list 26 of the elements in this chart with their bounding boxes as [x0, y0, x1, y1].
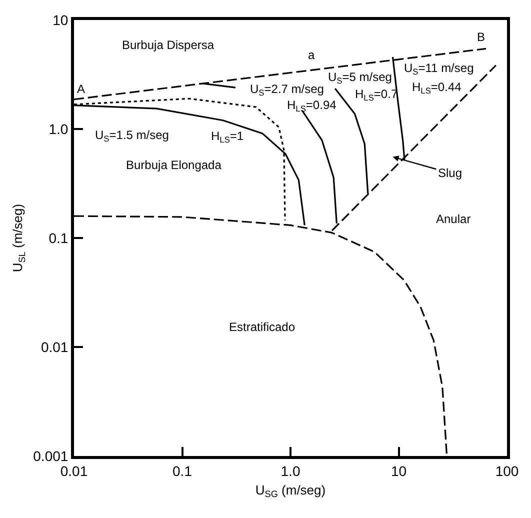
y-tick-label: 0.1	[48, 230, 68, 246]
x-tick-label: 100	[495, 462, 519, 479]
annotation: A	[77, 82, 86, 96]
y-tick-label: 0.01	[40, 338, 68, 355]
y-tick-label: 1.0	[48, 120, 68, 137]
annotation: H$_{LS}$=0.44	[412, 80, 462, 96]
y-tick-label: 10	[52, 12, 68, 28]
annotation: Burbuja Elongada	[126, 158, 222, 172]
annotation: Estratificado	[229, 320, 296, 334]
y-tick-label: 0.001	[33, 448, 68, 464]
annotation: Anular	[436, 212, 471, 226]
x-axis-title: U$_{SG}$ (m/seg)	[255, 482, 326, 500]
x-tick-label: 0.01	[60, 462, 88, 479]
annotation: U$_{S}$=2.7 m/seg	[250, 82, 324, 98]
annotation: B	[477, 30, 486, 44]
annotation: U$_{S}$=11 m/seg	[404, 61, 474, 77]
annotation: Burbuja Dispersa	[122, 38, 214, 52]
annotation: U$_{S}$=5 m/seg	[328, 70, 392, 86]
x-tick-label: 1.0	[280, 462, 300, 479]
x-tick-label: 0.1	[172, 462, 192, 479]
annotation: Slug	[438, 166, 462, 180]
annotation: H$_{LS}$=1	[211, 129, 244, 145]
annotation: a	[308, 48, 315, 62]
annotation: H$_{LS}$=0.7	[355, 87, 398, 103]
annotation: U$_{S}$=1.5 m/seg	[95, 128, 169, 144]
x-tick-label: 10	[390, 462, 407, 479]
